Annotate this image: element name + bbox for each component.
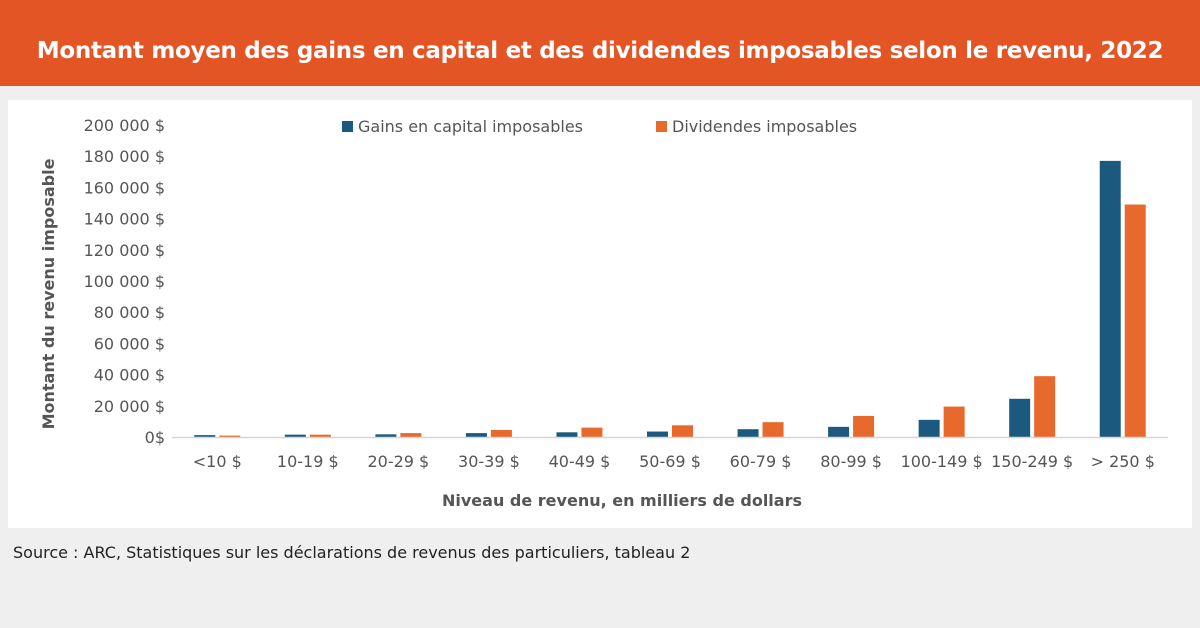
bar-dividends (762, 422, 784, 437)
bar-capital-gains (1099, 160, 1121, 437)
y-tick-label: 0$ (145, 428, 165, 447)
x-axis-ticks: <10 $ 10-19 $ 20-29 $ 30-39 $ 40-49 $ 50-69 $… (193, 452, 1155, 471)
y-axis-ticks: 0$ 20 000 $ 40 000 $ 60 000 $ 80 000 $ 100 00… (84, 116, 165, 447)
bar-capital-gains (1009, 398, 1031, 437)
x-tick-label: 150-249 $ (991, 452, 1073, 471)
bar-capital-gains (284, 434, 306, 437)
y-tick-label: 160 000 $ (84, 178, 165, 197)
bar-dividends (1034, 376, 1056, 437)
bar-dividends (943, 406, 965, 437)
bar-dividends (853, 415, 875, 437)
x-tick-label: 100-149 $ (901, 452, 983, 471)
page-title: Montant moyen des gains en capital et de… (36, 38, 1164, 64)
bar-capital-gains (918, 419, 940, 437)
bar-dividends (490, 429, 512, 437)
legend-swatch (342, 121, 353, 132)
x-tick-label: 10-19 $ (277, 452, 339, 471)
bar-dividends (309, 434, 331, 437)
x-tick-label: 50-69 $ (639, 452, 701, 471)
bar-capital-gains (737, 429, 759, 437)
y-tick-label: 120 000 $ (84, 241, 165, 260)
x-tick-label: 80-99 $ (820, 452, 882, 471)
bar-dividends (581, 427, 603, 437)
x-tick-label: 20-29 $ (367, 452, 429, 471)
y-tick-label: 60 000 $ (94, 334, 165, 353)
legend-label: Gains en capital imposables (358, 117, 583, 136)
y-tick-label: 20 000 $ (94, 397, 165, 416)
bar-capital-gains (465, 433, 487, 437)
y-tick-label: 180 000 $ (84, 147, 165, 166)
bar-capital-gains (194, 435, 216, 437)
y-tick-label: 100 000 $ (84, 272, 165, 291)
y-tick-label: 80 000 $ (94, 303, 165, 322)
x-tick-label: > 250 $ (1091, 452, 1155, 471)
x-tick-label: <10 $ (193, 452, 242, 471)
bar-dividends (400, 433, 422, 437)
bar-capital-gains (828, 426, 850, 437)
bar-dividends (1124, 204, 1146, 437)
legend-swatch (656, 121, 667, 132)
source-note: Source : ARC, Statistiques sur les décla… (13, 543, 691, 562)
x-tick-label: 60-79 $ (730, 452, 792, 471)
y-axis-label: Montant du revenu imposable (39, 158, 58, 429)
bars (194, 160, 1146, 437)
bar-capital-gains (375, 434, 397, 437)
bar-capital-gains (556, 432, 578, 437)
y-tick-label: 140 000 $ (84, 210, 165, 229)
legend-label: Dividendes imposables (672, 117, 857, 136)
header-banner: Montant moyen des gains en capital et de… (0, 0, 1200, 86)
y-tick-label: 200 000 $ (84, 116, 165, 135)
y-tick-label: 40 000 $ (94, 366, 165, 385)
x-axis-label: Niveau de revenu, en milliers de dollars (442, 491, 802, 510)
bar-chart: 0$ 20 000 $ 40 000 $ 60 000 $ 80 000 $ 100 00… (39, 116, 1168, 510)
bar-dividends (219, 435, 241, 437)
x-tick-label: 40-49 $ (549, 452, 611, 471)
legend: Gains en capital imposables Dividendes im… (342, 117, 857, 136)
bar-dividends (672, 425, 693, 437)
bar-capital-gains (647, 431, 668, 437)
x-tick-label: 30-39 $ (458, 452, 520, 471)
chart-panel: 0$ 20 000 $ 40 000 $ 60 000 $ 80 000 $ 100 00… (8, 100, 1192, 528)
